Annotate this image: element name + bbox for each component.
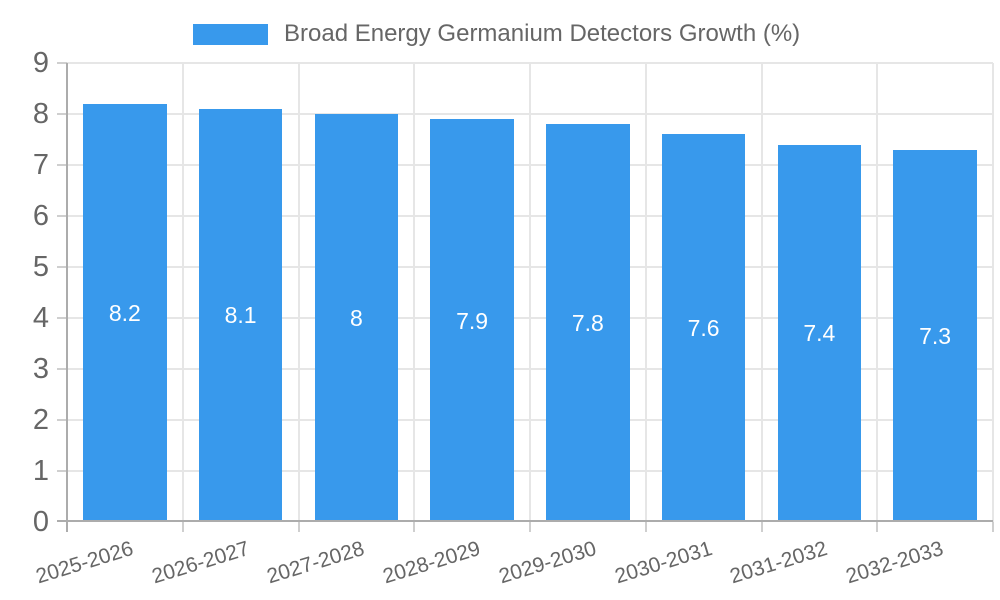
bar-value-label: 8 [349,305,363,331]
x-gridline [644,63,647,522]
bar-2027-2028[interactable] [314,114,399,522]
plot-area: 0 1 2 3 4 5 6 7 8 9 8.2 2025-2026 8.1 2026-2027 8 2027-… [33,47,994,588]
y-axis-tick-label: 3 [32,353,49,385]
x-gridline [760,63,763,522]
x-axis-line [57,520,993,522]
y-axis-tick-label: 8 [32,98,49,130]
bar-value-label: 7.6 [687,315,720,342]
chart-legend-item[interactable]: Broad Energy Germanium Detectors Growth … [193,20,800,48]
x-axis-tick [297,522,300,532]
x-axis-tick [181,522,184,532]
bar-2032-2033[interactable] [893,149,977,522]
bar-2031-2032[interactable] [777,144,862,522]
legend-label: Broad Energy Germanium Detectors Growth … [284,20,801,47]
x-gridline [181,63,184,522]
x-axis-tick [760,522,763,532]
bar-2029-2030[interactable] [546,124,630,522]
y-axis-tick [57,266,67,268]
y-axis-tick [57,419,67,421]
x-gridline [413,63,416,522]
legend-color-swatch [193,23,268,45]
y-axis-tick [57,470,67,472]
x-gridline [876,63,879,522]
x-gridline [529,63,531,522]
y-axis-tick-label: 2 [32,404,49,436]
y-axis-tick-label: 7 [32,149,49,181]
x-axis-tick [413,522,416,532]
y-axis-tick [57,62,67,64]
x-gridline [297,63,300,522]
y-axis-tick [57,113,67,115]
y-axis-tick [57,368,67,370]
bar-2026-2027[interactable] [198,108,283,522]
bar-2028-2029[interactable] [430,119,514,522]
bar-value-label: 8.2 [108,299,141,326]
y-axis-tick [57,317,67,319]
y-axis-tick [57,164,67,166]
y-axis-tick-label: 4 [32,302,49,334]
bar-value-label: 7.8 [571,310,604,337]
x-axis-tick [992,522,994,532]
bar-value-label: 7.4 [803,320,836,347]
x-axis-tick [644,522,647,532]
bar-2025-2026[interactable] [83,103,167,522]
bar-value-label: 7.9 [456,307,489,334]
bar-value-label: 8.1 [224,302,257,329]
bar-value-label: 7.3 [919,322,952,349]
x-axis-tick [529,522,531,532]
bar-2030-2031[interactable] [661,134,746,522]
y-axis-tick [57,215,67,217]
y-axis-tick-label: 1 [32,455,49,487]
y-axis-tick-label: 0 [32,506,49,538]
x-axis-tick [876,522,879,532]
y-axis-line [66,63,68,532]
y-axis-tick-label: 9 [32,47,49,79]
y-axis-tick-label: 6 [32,200,49,232]
y-axis-tick-label: 5 [32,251,49,283]
x-gridline [992,63,994,522]
